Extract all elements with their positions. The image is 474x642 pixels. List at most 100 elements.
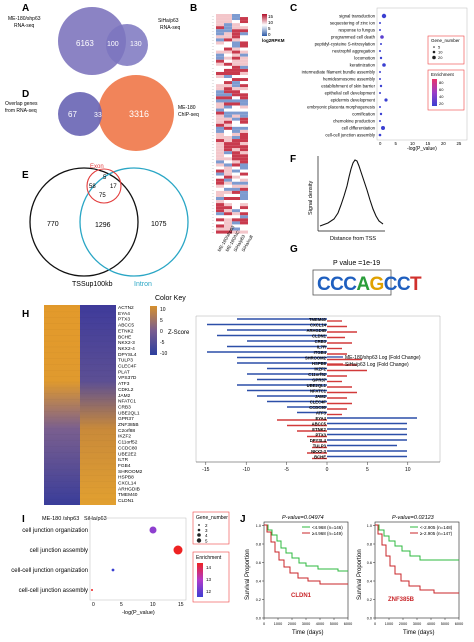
panel-c-dot	[378, 133, 382, 137]
km-x-tick-label: 3000	[413, 622, 421, 626]
heatmap-h-col-label-2: SiHa/p63	[84, 516, 107, 522]
heatmap-b-cell	[232, 200, 240, 204]
heatmap-b-row-label: —	[212, 79, 215, 81]
heatmap-b-cell	[224, 75, 232, 79]
heatmap-b-cell	[216, 44, 224, 48]
heatmap-b-cell	[232, 187, 240, 191]
panel-c-term: response to fungus	[338, 28, 375, 33]
heatmap-b-row-label: —	[212, 217, 215, 219]
color-key-title: Color Key	[155, 295, 186, 302]
heatmap-b-cell	[232, 26, 240, 30]
heatmap-b-cell	[232, 71, 240, 75]
heatmap-b-cell	[224, 17, 232, 21]
heatmap-b-row-label: —	[212, 55, 215, 57]
legend-c-enrich-60: 60	[439, 87, 444, 92]
panel-c-dot	[379, 120, 381, 122]
heatmap-h-gene-label: SHROOM2	[118, 469, 143, 475]
km-right-curve-green	[375, 524, 459, 561]
km-y-tick-label: 0.2	[367, 598, 372, 602]
heatmap-b-row-label: —	[212, 205, 215, 207]
heatmap-b-cell	[232, 172, 240, 176]
heatmap-h-gene-label: ZNF385B	[118, 422, 139, 428]
heatmap-b-cell	[224, 209, 232, 213]
heatmap-b-cell	[224, 81, 232, 85]
heatmap-b-cell	[224, 230, 232, 234]
venn-d-left-circle	[58, 92, 102, 136]
heatmap-b-cell	[224, 139, 232, 143]
heatmap-b-cell	[232, 84, 240, 88]
heatmap-b-row-label: —	[212, 122, 215, 124]
km-x-tick-label: 5000	[330, 622, 338, 626]
heatmap-b-cell	[216, 56, 224, 60]
heatmap-b-row-label: —	[212, 226, 215, 228]
legend-i-gene-3: 3	[205, 528, 208, 533]
heatmap-b-cell	[232, 132, 240, 136]
heatmap-b-cell	[240, 111, 248, 115]
heatmap-b-cell	[224, 108, 232, 112]
panel-i-plot-frame	[89, 517, 187, 601]
heatmap-b-cell	[216, 47, 224, 51]
panel-c-term: chemokine production	[333, 119, 376, 124]
heatmap-b-cell	[240, 71, 248, 75]
panel-i-term-1: cell junction organization	[22, 528, 88, 534]
panel-c-term: peptidyl-cysteine S-nitrosylation	[315, 42, 376, 47]
heatmap-b-cell	[240, 218, 248, 222]
heatmap-b-cell	[224, 197, 232, 201]
panel-letter-e: E	[22, 170, 29, 181]
legend-c-enrich-40: 40	[439, 94, 444, 99]
heatmap-b-cell	[224, 136, 232, 140]
km-right-ticks: 0 1000 2000 3000 4000 5000 6000 0.0 0.2 0.4 0.6 0.8…	[367, 524, 464, 626]
panel-c-dot	[379, 92, 381, 94]
heatmap-b-row-label: —	[212, 116, 215, 118]
panel-c-dot	[379, 106, 381, 108]
heatmap-b-cell	[224, 71, 232, 75]
heatmap-b-cell	[232, 129, 240, 133]
heatmap-b-cell	[240, 215, 248, 219]
fold-change-gene-label: NKX2-3	[311, 449, 327, 454]
panel-c-term: epithelial cell development	[325, 91, 376, 96]
heatmap-b-row-label: —	[212, 201, 215, 203]
venn-d-left-label-1: Overlap genes	[5, 101, 38, 107]
heatmap-b-cell	[232, 23, 240, 27]
heatmap-b-cell	[224, 178, 232, 182]
panel-i-legend-gene-title: Gene_number	[196, 515, 228, 521]
heatmap-b-cell	[224, 129, 232, 133]
heatmap-h-gene-label: ABCC5	[118, 323, 134, 329]
km-x-tick-label: 2000	[288, 622, 296, 626]
panel-i-term-3: cell-cell junction organization	[11, 568, 88, 574]
heatmap-h-gene-label: NKX2-4	[118, 346, 135, 352]
km-right-gene: ZNF385B	[388, 597, 415, 603]
km-y-tick-label: 0.2	[256, 598, 261, 602]
heatmap-b-colorbar	[262, 14, 267, 36]
heatmap-b-cell	[224, 160, 232, 164]
heatmap-b-row-label: —	[212, 137, 215, 139]
heatmap-b-cell	[216, 178, 224, 182]
heatmap-b-cell	[216, 102, 224, 106]
fold-change-gene-label: CXCL14	[310, 323, 327, 328]
heatmap-b-cell	[232, 227, 240, 231]
heatmap-b-cell	[232, 87, 240, 91]
fold-change-tick-label: -10	[243, 467, 250, 473]
panel-c-dot	[379, 29, 381, 31]
heatmap-b-cell	[216, 139, 224, 143]
fold-change-gene-label: ITGB4	[314, 350, 327, 355]
heatmap-b-cell	[216, 169, 224, 173]
heatmap-b-cell	[240, 132, 248, 136]
heatmap-b-cell	[216, 215, 224, 219]
fold-change-gene-label: PTX3	[316, 433, 327, 438]
heatmap-b-row-label: —	[212, 165, 215, 167]
heatmap-b-cell	[240, 175, 248, 179]
fold-change-gene-label: JAM2	[315, 394, 327, 399]
heatmap-b-cell	[216, 26, 224, 30]
heatmap-b-cell	[224, 151, 232, 155]
km-left-xlabel: Time (days)	[292, 630, 323, 636]
heatmap-b-cell	[216, 126, 224, 130]
motif-letter: T	[410, 274, 422, 295]
legend-c-enrich-20: 20	[439, 101, 444, 106]
km-left-pvalue: P-value=0.04974	[282, 515, 324, 521]
heatmap-b-row-label: —	[212, 153, 215, 155]
km-y-tick-label: 0.8	[256, 542, 261, 546]
heatmap-b-cell	[216, 53, 224, 57]
km-y-tick-label: 0.8	[367, 542, 372, 546]
